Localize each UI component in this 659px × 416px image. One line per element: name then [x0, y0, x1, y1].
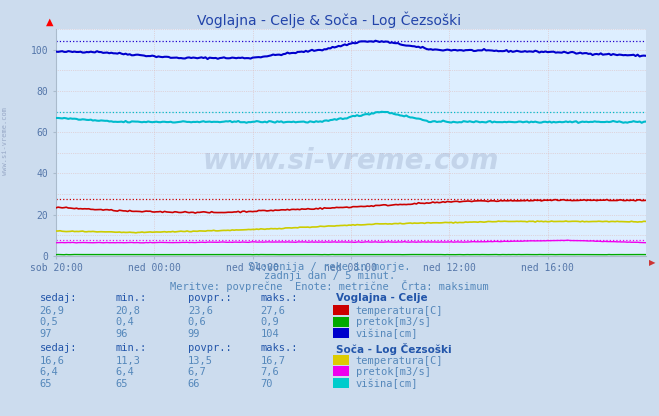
Text: maks.:: maks.:	[260, 293, 298, 303]
Text: 16,7: 16,7	[260, 356, 285, 366]
Text: 65: 65	[40, 379, 52, 389]
Text: povpr.:: povpr.:	[188, 343, 231, 353]
Text: 7,6: 7,6	[260, 367, 279, 377]
Text: pretok[m3/s]: pretok[m3/s]	[356, 317, 431, 327]
Text: Slovenija / reke in morje.: Slovenija / reke in morje.	[248, 262, 411, 272]
Text: www.si-vreme.com: www.si-vreme.com	[2, 107, 9, 176]
Text: 6,7: 6,7	[188, 367, 206, 377]
Text: 99: 99	[188, 329, 200, 339]
Text: ▶: ▶	[648, 258, 655, 267]
Text: Voglajna - Celje: Voglajna - Celje	[336, 293, 428, 303]
Text: 66: 66	[188, 379, 200, 389]
Text: Meritve: povprečne  Enote: metrične  Črta: maksimum: Meritve: povprečne Enote: metrične Črta:…	[170, 280, 489, 292]
Text: zadnji dan / 5 minut.: zadnji dan / 5 minut.	[264, 271, 395, 281]
Text: višina[cm]: višina[cm]	[356, 379, 418, 389]
Text: min.:: min.:	[115, 293, 146, 303]
Text: sedaj:: sedaj:	[40, 343, 77, 353]
Text: 96: 96	[115, 329, 128, 339]
Text: ▲: ▲	[45, 17, 53, 27]
Text: 0,9: 0,9	[260, 317, 279, 327]
Text: 104: 104	[260, 329, 279, 339]
Text: 97: 97	[40, 329, 52, 339]
Text: višina[cm]: višina[cm]	[356, 329, 418, 339]
Text: pretok[m3/s]: pretok[m3/s]	[356, 367, 431, 377]
Text: 23,6: 23,6	[188, 306, 213, 316]
Text: 65: 65	[115, 379, 128, 389]
Text: 0,5: 0,5	[40, 317, 58, 327]
Text: 13,5: 13,5	[188, 356, 213, 366]
Text: sedaj:: sedaj:	[40, 293, 77, 303]
Text: 20,8: 20,8	[115, 306, 140, 316]
Text: 16,6: 16,6	[40, 356, 65, 366]
Text: 6,4: 6,4	[115, 367, 134, 377]
Text: 70: 70	[260, 379, 273, 389]
Text: 0,4: 0,4	[115, 317, 134, 327]
Text: temperatura[C]: temperatura[C]	[356, 356, 444, 366]
Text: 27,6: 27,6	[260, 306, 285, 316]
Text: temperatura[C]: temperatura[C]	[356, 306, 444, 316]
Text: 6,4: 6,4	[40, 367, 58, 377]
Text: Soča - Log Čezsoški: Soča - Log Čezsoški	[336, 343, 451, 355]
Text: Voglajna - Celje & Soča - Log Čezsoški: Voglajna - Celje & Soča - Log Čezsoški	[198, 12, 461, 28]
Text: 26,9: 26,9	[40, 306, 65, 316]
Text: www.si-vreme.com: www.si-vreme.com	[203, 146, 499, 175]
Text: min.:: min.:	[115, 343, 146, 353]
Text: povpr.:: povpr.:	[188, 293, 231, 303]
Text: 0,6: 0,6	[188, 317, 206, 327]
Text: 11,3: 11,3	[115, 356, 140, 366]
Text: maks.:: maks.:	[260, 343, 298, 353]
